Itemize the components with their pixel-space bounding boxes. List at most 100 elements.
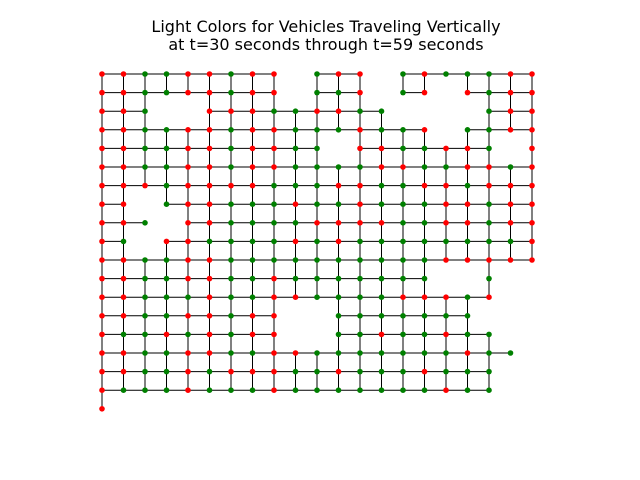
green-light-node	[400, 350, 406, 356]
red-light-node	[206, 257, 213, 263]
green-light-node	[249, 294, 256, 301]
green-light-node	[400, 127, 406, 133]
red-light-node	[206, 220, 213, 226]
red-light-node	[529, 220, 535, 226]
green-light-node	[142, 89, 148, 96]
green-light-node	[378, 313, 385, 319]
green-light-node	[292, 145, 299, 152]
green-light-node	[507, 238, 514, 245]
red-light-node	[507, 71, 514, 77]
green-light-node	[486, 350, 492, 356]
red-light-node	[464, 164, 471, 170]
green-light-node	[335, 350, 342, 356]
red-light-node	[335, 71, 342, 77]
green-light-node	[228, 313, 234, 319]
green-light-node	[249, 220, 256, 226]
green-light-node	[486, 238, 492, 245]
red-light-node	[228, 182, 234, 189]
green-light-node	[335, 331, 342, 338]
red-light-node	[99, 387, 105, 394]
green-light-node	[314, 387, 320, 394]
red-light-node	[529, 238, 535, 245]
green-light-node	[486, 368, 492, 375]
red-light-node	[206, 127, 213, 133]
red-light-node	[99, 145, 105, 152]
red-light-node	[185, 238, 191, 245]
green-light-node	[486, 71, 492, 77]
green-light-node	[486, 387, 492, 394]
red-light-node	[335, 182, 342, 189]
green-light-node	[464, 313, 471, 319]
green-light-node	[421, 313, 428, 319]
green-light-node	[271, 108, 277, 114]
green-light-node	[335, 164, 342, 170]
green-light-node	[378, 127, 385, 133]
red-light-node	[357, 220, 363, 226]
red-light-node	[99, 350, 105, 356]
red-light-node	[292, 238, 299, 245]
green-light-node	[314, 145, 320, 152]
red-light-node	[314, 108, 320, 114]
green-light-node	[228, 238, 234, 245]
green-light-node	[335, 275, 342, 282]
green-light-node	[335, 387, 342, 394]
green-light-node	[421, 238, 428, 245]
red-light-node	[185, 220, 191, 226]
green-light-node	[335, 127, 342, 133]
red-light-node	[99, 220, 105, 226]
red-light-node	[529, 164, 535, 170]
red-light-node	[120, 164, 127, 170]
red-light-node	[185, 182, 191, 189]
red-light-node	[249, 313, 256, 319]
red-light-node	[228, 368, 234, 375]
red-light-node	[529, 201, 535, 207]
red-light-node	[206, 275, 213, 282]
red-light-node	[249, 71, 256, 77]
red-light-node	[249, 145, 256, 152]
green-light-node	[357, 387, 363, 394]
red-light-node	[443, 294, 449, 301]
green-light-node	[400, 201, 406, 207]
red-light-node	[464, 220, 471, 226]
red-light-node	[228, 108, 234, 114]
red-light-node	[507, 182, 514, 189]
green-light-node	[357, 368, 363, 375]
green-light-node	[142, 257, 148, 263]
red-light-node	[443, 145, 449, 152]
red-light-node	[120, 220, 127, 226]
green-light-node	[443, 313, 449, 319]
red-light-node	[486, 164, 492, 170]
red-light-node	[271, 368, 277, 375]
red-light-node	[206, 182, 213, 189]
green-light-node	[292, 275, 299, 282]
red-light-node	[206, 71, 213, 77]
red-light-node	[271, 350, 277, 356]
green-light-node	[163, 145, 170, 152]
red-light-node	[206, 294, 213, 301]
green-light-node	[443, 164, 449, 170]
red-light-node	[421, 71, 428, 77]
green-light-node	[163, 387, 170, 394]
red-light-node	[357, 71, 363, 77]
green-light-node	[185, 294, 191, 301]
green-light-node	[443, 350, 449, 356]
red-light-node	[529, 145, 535, 152]
red-light-node	[421, 127, 428, 133]
green-light-node	[292, 220, 299, 226]
red-light-node	[142, 182, 148, 189]
red-light-node	[314, 220, 320, 226]
red-light-node	[185, 350, 191, 356]
green-light-node	[357, 331, 363, 338]
red-light-node	[206, 331, 213, 338]
green-light-node	[464, 182, 471, 189]
red-light-node	[357, 182, 363, 189]
green-light-node	[507, 164, 514, 170]
green-light-node	[335, 201, 342, 207]
green-light-node	[314, 201, 320, 207]
green-light-node	[249, 201, 256, 207]
red-light-node	[120, 201, 127, 207]
red-light-node	[99, 294, 105, 301]
green-light-node	[464, 71, 471, 77]
green-light-node	[228, 201, 234, 207]
red-light-node	[378, 331, 385, 338]
